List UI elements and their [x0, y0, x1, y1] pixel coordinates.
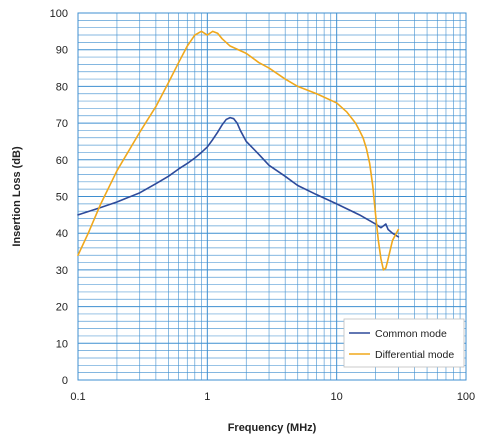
- legend-box: [343, 318, 465, 368]
- y-tick-label: 10: [56, 338, 68, 350]
- y-tick-label: 20: [56, 302, 68, 314]
- x-axis-title: Frequency (MHz): [228, 422, 317, 434]
- series-line-common-mode: [77, 116, 400, 238]
- y-tick-label: 40: [56, 228, 68, 240]
- x-tick-label: 10: [331, 391, 343, 403]
- series-layer: [77, 30, 400, 271]
- x-tick-label: 1: [204, 391, 210, 403]
- y-tick-label: 0: [62, 375, 68, 387]
- plot-frame: [77, 12, 467, 381]
- tick-labels: 0.1 1 10 100 0 10 20 30 40 50 60 70 80 90 100: [50, 8, 476, 403]
- y-tick-label: 50: [56, 192, 68, 204]
- y-axis-title: Insertion Loss (dB): [11, 146, 23, 247]
- legend-label: Common mode: [375, 328, 447, 340]
- legend-label: Differential mode: [375, 349, 454, 361]
- y-tick-label: 30: [56, 265, 68, 277]
- y-tick-label: 100: [50, 8, 68, 20]
- y-tick-label: 70: [56, 118, 68, 130]
- y-tick-label: 90: [56, 45, 68, 57]
- y-tick-label: 80: [56, 81, 68, 93]
- y-tick-label: 60: [56, 155, 68, 167]
- legend: Common mode Differential mode: [343, 318, 465, 368]
- x-tick-label: 100: [457, 391, 475, 403]
- series-line-differential-mode: [77, 30, 400, 271]
- x-tick-label: 0.1: [70, 391, 85, 403]
